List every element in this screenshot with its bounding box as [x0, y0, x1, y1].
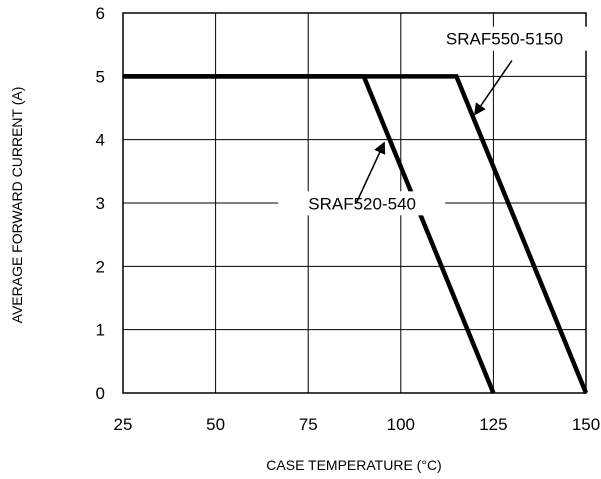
x-tick-label: 50: [206, 415, 225, 434]
y-tick-label: 2: [96, 257, 105, 276]
y-axis-title: AVERAGE FORWARD CURRENT (A): [9, 87, 25, 324]
series-label: SRAF520-540: [308, 194, 416, 213]
series-arrow: [474, 60, 513, 116]
x-tick-label: 25: [114, 415, 133, 434]
y-tick-label: 1: [96, 321, 105, 340]
x-tick-labels: 25 50 75 100 125 150: [114, 415, 601, 434]
x-tick-label: 100: [387, 415, 415, 434]
series-label: SRAF550-5150: [446, 30, 563, 49]
y-tick-label: 4: [96, 131, 105, 150]
plot-frame: [122, 12, 587, 394]
x-tick-label: 150: [572, 415, 600, 434]
x-tick-label: 75: [299, 415, 318, 434]
series-annotations: SRAF520-540 SRAF550-5150: [278, 26, 595, 216]
series-lines: [123, 74, 589, 394]
y-tick-labels: 0 1 2 3 4 5 6: [96, 4, 105, 403]
y-tick-label: 0: [96, 384, 105, 403]
series-label-background: [278, 191, 446, 216]
y-tick-label: 3: [96, 194, 105, 213]
y-tick-label: 6: [96, 4, 105, 23]
series-arrow: [355, 141, 386, 204]
series-line: [123, 74, 589, 394]
y-tick-label: 5: [96, 67, 105, 86]
x-tick-label: 125: [479, 415, 507, 434]
series-label-background: [416, 26, 595, 51]
x-axis-title: CASE TEMPERATURE (°C): [266, 457, 441, 473]
